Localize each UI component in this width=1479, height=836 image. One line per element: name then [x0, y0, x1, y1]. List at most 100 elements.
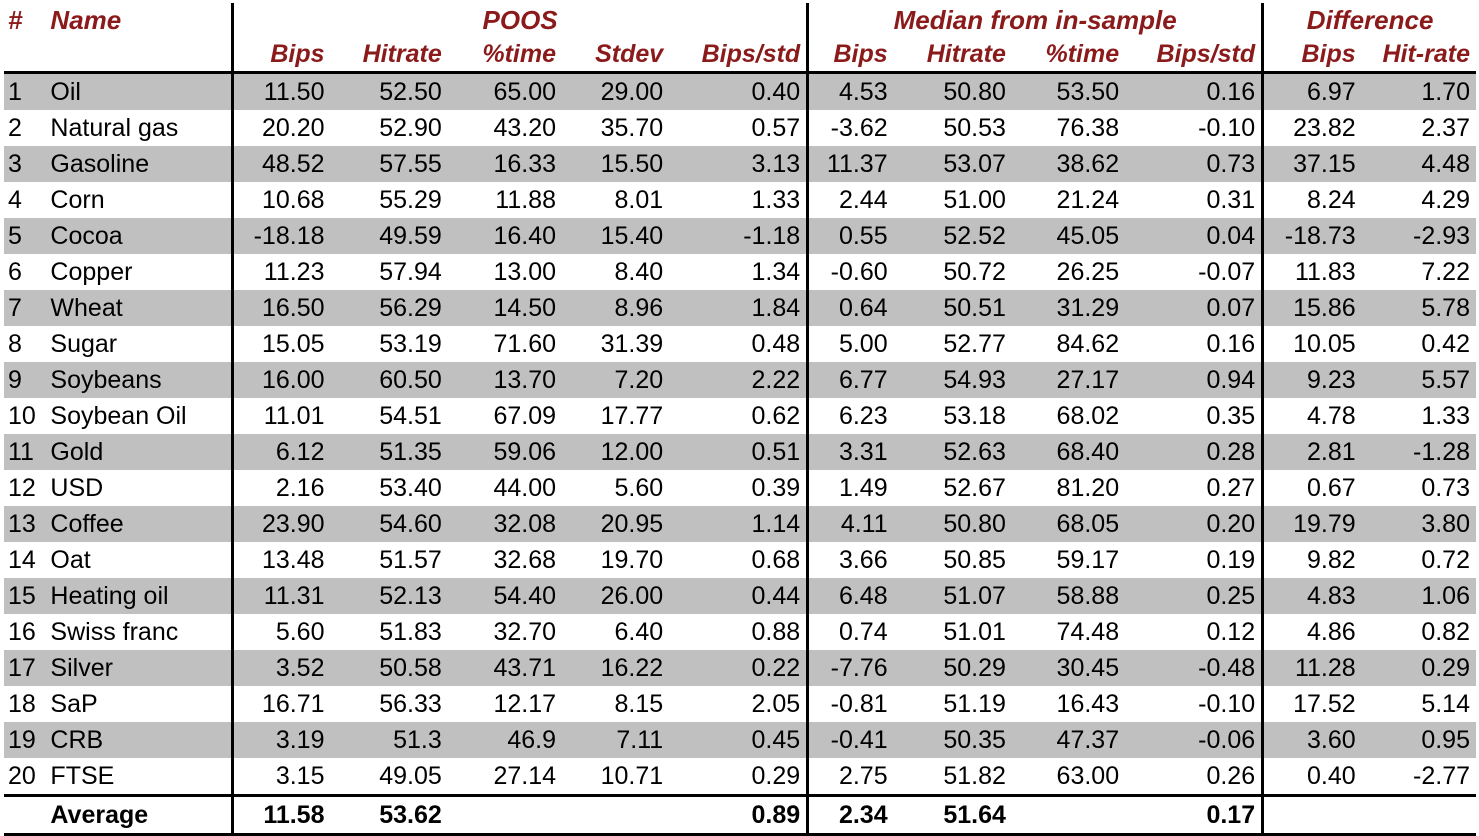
table-cell: 26.25 [1056, 258, 1120, 286]
average-cell [447, 794, 562, 836]
table-cell: 13.48 [230, 542, 331, 578]
table-cell: 16.00 [230, 362, 331, 398]
table-cell: 0.27 [1206, 474, 1256, 502]
table-cell: 0.42 [1421, 330, 1470, 358]
table-body: 1 Oil 11.50 52.50 65.00 29.00 0.40 4.53 50.80 53.… [4, 72, 1476, 796]
table-cell: -0.41 [806, 722, 894, 758]
table-cell: 84.62 [1056, 330, 1120, 358]
table-cell: -18.18 [230, 218, 331, 254]
table-cell: 0.73 [1125, 146, 1263, 182]
table-cell: 10.05 [1261, 326, 1362, 362]
median-bips-header: Bips [806, 37, 894, 74]
table-cell: 57.94 [379, 258, 442, 286]
table-cell: 6.23 [806, 398, 894, 434]
table-cell: 4.78 [1261, 398, 1362, 434]
table-cell: 52.13 [330, 578, 448, 614]
table-cell: -2.93 [1361, 218, 1476, 254]
table-cell: 1.06 [1361, 578, 1476, 614]
table-cell: 1.49 [806, 470, 894, 506]
table-cell: 15.50 [562, 146, 670, 182]
table-cell: 10.68 [230, 182, 331, 218]
table-cell: 51.35 [330, 434, 448, 470]
table-cell: 57.55 [330, 146, 448, 182]
table-cell: 8.15 [614, 690, 664, 718]
row-number: 13 [4, 506, 45, 542]
table-cell: 2.37 [1421, 114, 1470, 142]
table-cell: 4.29 [1421, 186, 1470, 214]
table-cell: 54.93 [893, 362, 1012, 398]
table-cell: 50.80 [893, 506, 1012, 542]
row-number: 20 [8, 762, 36, 790]
table-cell: 15.86 [1261, 290, 1362, 326]
table-cell: 43.20 [493, 114, 556, 142]
table-row: 7 Wheat 16.50 56.29 14.50 8.96 1.84 0.64 50.51 31… [4, 290, 1476, 326]
table-cell: 68.02 [1056, 402, 1120, 430]
table-cell: 29.00 [562, 72, 670, 110]
table-cell: 54.40 [447, 578, 562, 614]
table-row: 14 Oat 13.48 51.57 32.68 19.70 0.68 3.66 50.85 59… [4, 542, 1476, 578]
table-row: 2 Natural gas 20.20 52.90 43.20 35.70 0.57 -3.6… [4, 110, 1476, 146]
poos-group-header: POOS [230, 3, 808, 37]
row-name: Heating oil [44, 578, 233, 614]
name-header: Name [50, 5, 122, 35]
table-cell: 27.17 [1011, 362, 1126, 398]
table-cell: 0.44 [669, 578, 808, 614]
table-cell: -1.18 [669, 218, 808, 254]
table-row: 5 Cocoa -18.18 49.59 16.40 15.40 -1.18 0.55 52.5… [4, 218, 1476, 254]
average-cell: 0.89 [669, 794, 808, 836]
table-cell: 4.86 [1261, 614, 1362, 650]
table-cell: 1.70 [1361, 72, 1476, 110]
table-cell: 3.13 [669, 146, 808, 182]
table-cell: -3.62 [806, 110, 894, 146]
table-cell: 0.62 [751, 402, 801, 430]
table-cell: 51.00 [943, 186, 1006, 214]
median-group-header: Median from in-sample [806, 3, 1263, 37]
table-cell: 0.31 [1206, 186, 1256, 214]
table-cell: 43.71 [447, 650, 562, 686]
table-cell: 65.00 [447, 72, 562, 110]
table-cell: 11.23 [230, 254, 331, 290]
table-cell: 0.64 [806, 290, 894, 326]
table-cell: 52.63 [893, 434, 1012, 470]
table-cell: 6.77 [806, 362, 894, 398]
table-cell: 0.22 [669, 650, 808, 686]
table-cell: 50.51 [893, 290, 1012, 326]
table-row: 18 SaP 16.71 56.33 12.17 8.15 2.05 -0.81 51.19 16… [4, 686, 1476, 722]
table-row: 8 Sugar 15.05 53.19 71.60 31.39 0.48 5.00 52.77 8… [4, 326, 1476, 362]
table-cell: 4.11 [806, 506, 894, 542]
table-cell: 7.20 [562, 362, 670, 398]
table-cell: 44.00 [493, 474, 556, 502]
table-cell: 35.70 [600, 114, 664, 142]
table-cell: 27.14 [493, 762, 556, 790]
table-cell: 0.16 [1206, 330, 1256, 358]
row-name: USD [50, 474, 104, 502]
table-cell: 3.15 [230, 758, 331, 796]
table-cell: 8.01 [614, 186, 664, 214]
table-cell: 0.57 [751, 114, 801, 142]
table-cell: 15.05 [230, 326, 331, 362]
table-row: 4 Corn 10.68 55.29 11.88 8.01 1.33 2.44 51.00 21.… [4, 182, 1476, 218]
row-number: 5 [4, 218, 45, 254]
table-cell: 0.04 [1125, 218, 1263, 254]
table-cell: 5.14 [1421, 690, 1470, 718]
row-name: Gasoline [44, 146, 233, 182]
table-cell: 0.29 [751, 762, 801, 790]
table-cell: 50.85 [943, 546, 1006, 574]
table-cell: 19.70 [600, 546, 664, 574]
column-header-row: Bips Hitrate %time Stdev Bips/std Bips H… [4, 37, 1476, 74]
table-cell: 8.24 [1261, 182, 1362, 218]
table-cell: 31.29 [1011, 290, 1126, 326]
table-cell: 0.35 [1206, 402, 1256, 430]
table-cell: 0.20 [1125, 506, 1263, 542]
row-number: 14 [8, 546, 36, 574]
row-name: Soybeans [44, 362, 233, 398]
table-cell: 9.23 [1261, 362, 1362, 398]
table-row: 15 Heating oil 11.31 52.13 54.40 26.00 0.44 6.4… [4, 578, 1476, 614]
table-cell: 3.52 [230, 650, 331, 686]
table-cell: 32.68 [493, 546, 556, 574]
row-name: Swiss franc [50, 618, 179, 646]
table-cell: 50.29 [893, 650, 1012, 686]
row-number: 3 [4, 146, 45, 182]
table-cell: 1.33 [1421, 402, 1470, 430]
row-name: Silver [44, 650, 233, 686]
